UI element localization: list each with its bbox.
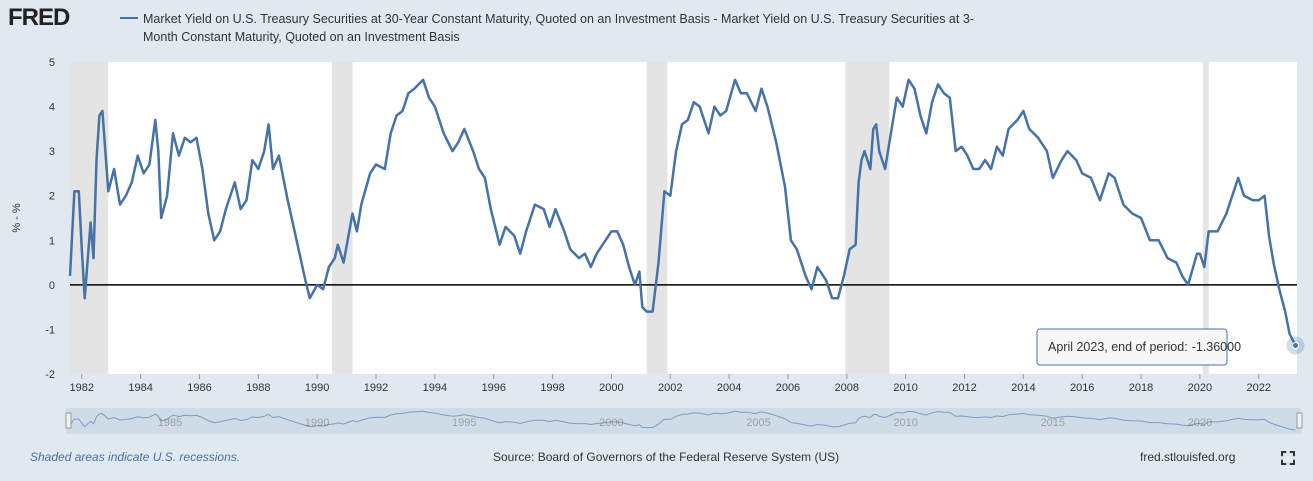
x-tick-label: 2020 [1188, 382, 1212, 394]
y-tick-label: 5 [49, 57, 55, 69]
legend-entry[interactable]: Market Yield on U.S. Treasury Securities… [143, 12, 974, 44]
x-tick-label: 1984 [128, 382, 152, 394]
x-tick-label: 1982 [70, 382, 94, 394]
x-tick-label: 2008 [835, 382, 859, 394]
navigator-label: 2005 [746, 417, 770, 429]
legend-swatch [120, 17, 138, 19]
navigator-label: 2020 [1188, 417, 1212, 429]
fullscreen-icon[interactable] [1281, 451, 1295, 465]
navigator-label: 1990 [305, 417, 329, 429]
series-line [68, 78, 1297, 347]
recession-band [845, 62, 890, 374]
navigator-label: 2010 [893, 417, 917, 429]
y-tick-label: 4 [49, 102, 55, 114]
recession-band [646, 62, 668, 374]
x-tick-label: 2006 [776, 382, 800, 394]
navigator-label: 1995 [452, 417, 476, 429]
x-tick-label: 2014 [1011, 382, 1035, 394]
recession-band [70, 62, 109, 374]
x-tick-label: 1996 [481, 382, 505, 394]
x-tick-label: 2004 [717, 382, 741, 394]
hover-point [1292, 341, 1300, 349]
tooltip-value: -1.36000 [1192, 340, 1241, 354]
navigator-label: 1985 [158, 417, 182, 429]
y-tick-label: 2 [49, 191, 55, 203]
recession-note: Shaded areas indicate U.S. recessions. [30, 450, 241, 464]
x-tick-label: 1990 [305, 382, 329, 394]
navigator[interactable] [66, 408, 1301, 434]
x-tick-label: 1986 [187, 382, 211, 394]
recession-band [1202, 62, 1209, 374]
tooltip: April 2023, end of period: -1.36000 [1036, 328, 1241, 366]
logo[interactable]: FRED [8, 4, 70, 31]
x-tick-label: 2022 [1247, 382, 1271, 394]
y-tick-label: 1 [49, 235, 55, 247]
x-tick-label: 1988 [246, 382, 270, 394]
tooltip-text: April 2023, end of period: -1.36000 [1048, 340, 1241, 354]
x-tick-label: 2016 [1070, 382, 1094, 394]
navigator-handle[interactable] [1296, 412, 1303, 429]
x-tick-label: 1994 [423, 382, 447, 394]
navigator-line [69, 410, 1296, 431]
y-tick-label: 0 [49, 280, 55, 292]
x-tick-label: 2002 [658, 382, 682, 394]
site-link[interactable]: fred.stlouisfed.org [1140, 450, 1236, 464]
recession-band [331, 62, 353, 374]
source: Source: Board of Governors of the Federa… [493, 450, 840, 464]
x-tick-label: 2000 [599, 382, 623, 394]
x-tick-label: 2010 [893, 382, 917, 394]
y-tick-label: -1 [45, 324, 55, 336]
x-tick-label: 1998 [540, 382, 564, 394]
y-axis-label: % - % [11, 203, 23, 233]
navigator-handle[interactable] [65, 412, 72, 429]
x-tick-label: 2012 [952, 382, 976, 394]
navigator-label: 2015 [1041, 417, 1065, 429]
x-tick-label: 1992 [364, 382, 388, 394]
plot-area [70, 62, 1297, 374]
y-tick-label: -2 [45, 369, 55, 381]
x-tick-label: 2018 [1129, 382, 1153, 394]
y-tick-label: 3 [49, 146, 55, 158]
tooltip-label: April 2023, end of period: [1048, 340, 1188, 354]
navigator-label: 2000 [599, 417, 623, 429]
tooltip-box [1036, 328, 1228, 366]
